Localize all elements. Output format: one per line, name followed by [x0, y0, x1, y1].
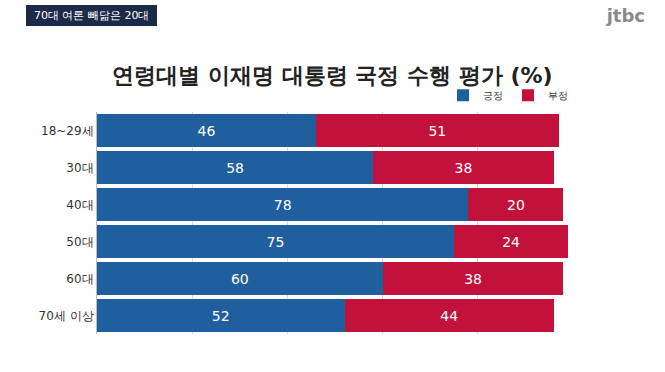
- svg-text:18~29세: 18~29세: [41, 124, 94, 138]
- html-text:70대 여론 빼닮은 20대: 70대 여론 빼닮은 20대: [34, 9, 150, 22]
- svg-text:24: 24: [502, 234, 520, 250]
- svg-text:51: 51: [428, 123, 446, 139]
- svg-text:30대: 30대: [66, 161, 93, 175]
- svg-text:38: 38: [464, 271, 482, 287]
- svg-text:60: 60: [231, 271, 249, 287]
- svg-text:연령대별 이재명 대통령 국정 수행 평가 (%): 연령대별 이재명 대통령 국정 수행 평가 (%): [112, 63, 552, 88]
- svg-text:46: 46: [198, 123, 216, 139]
- svg-text:긍정: 긍정: [483, 90, 503, 101]
- svg-text:78: 78: [274, 197, 292, 213]
- svg-text:52: 52: [212, 308, 230, 324]
- html-text:jtbc: jtbc: [606, 5, 645, 26]
- svg-text:60대: 60대: [66, 272, 93, 286]
- svg-text:75: 75: [267, 234, 285, 250]
- svg-text:부정: 부정: [548, 90, 568, 101]
- svg-text:40대: 40대: [66, 198, 93, 212]
- svg-text:70세 이상: 70세 이상: [39, 309, 94, 323]
- svg-text:50대: 50대: [66, 235, 93, 249]
- svg-text:20: 20: [507, 197, 525, 213]
- svg-text:38: 38: [455, 160, 473, 176]
- svg-text:44: 44: [440, 308, 458, 324]
- svg-text:58: 58: [226, 160, 244, 176]
